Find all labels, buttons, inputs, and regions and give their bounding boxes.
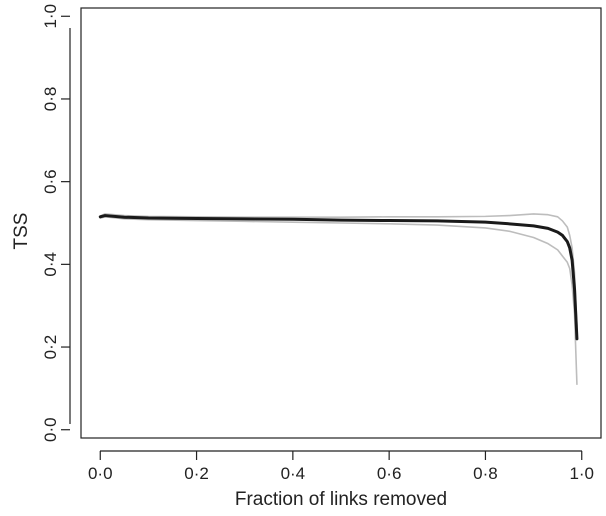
y-ticks: 0·0 0·2 0·4 0·6 0·8 1·0 (41, 4, 70, 442)
series-line-lower-bound (99, 216, 578, 386)
y-tick-label: 0·8 (41, 87, 60, 112)
x-tick-label: 0·4 (281, 464, 306, 483)
series-line-upper-bound (99, 213, 578, 328)
y-tick-label: 0·0 (41, 417, 60, 442)
x-axis-title: Fraction of links removed (235, 489, 447, 510)
x-tick-label: 0·2 (184, 464, 209, 483)
x-tick-label: 0·8 (473, 464, 498, 483)
x-tick-label: 0·0 (88, 464, 113, 483)
x-tick-label: 1·0 (569, 464, 594, 483)
series-layer (98, 213, 579, 386)
x-tick-label: 0·6 (377, 464, 402, 483)
y-tick-label: 1·0 (41, 4, 60, 29)
y-tick-label: 0·6 (41, 169, 60, 194)
plot-frame (80, 7, 602, 439)
y-tick-label: 0·2 (41, 335, 60, 360)
y-tick-label: 0·4 (41, 252, 60, 277)
x-ticks: 0·0 0·2 0·4 0·6 0·8 1·0 (88, 451, 594, 483)
y-axis-title: TSS (11, 213, 32, 250)
series-line-mean (98, 214, 579, 341)
